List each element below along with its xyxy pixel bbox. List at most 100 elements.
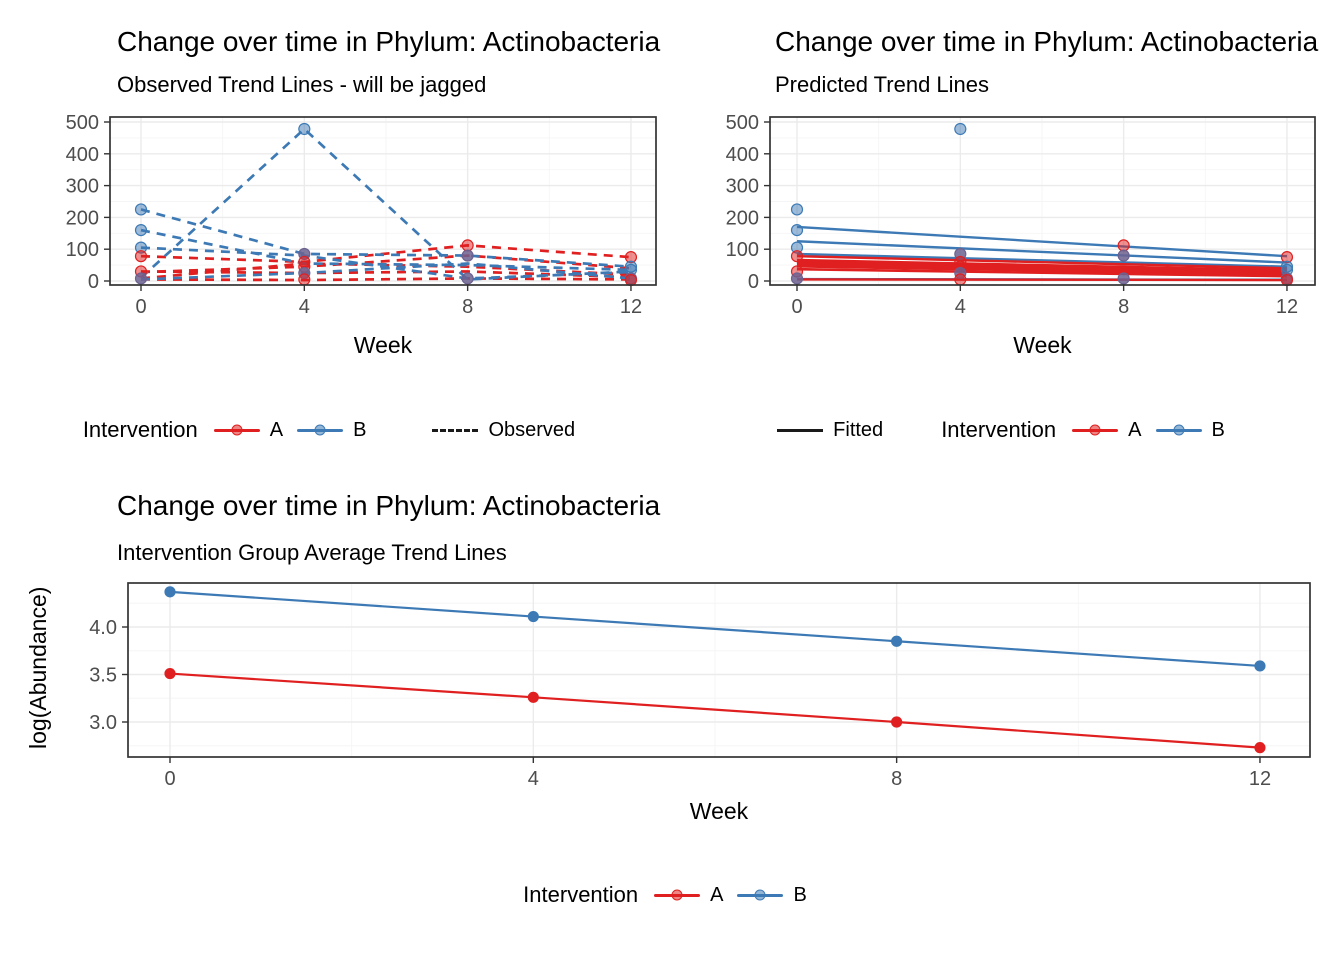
x-tick-label: 8	[1118, 296, 1129, 318]
trend-line-a	[169, 672, 1261, 749]
y-tick-label: 300	[726, 176, 759, 198]
data-point-b	[954, 122, 967, 136]
panel-border	[127, 582, 1311, 758]
legend-item-b: B	[737, 884, 807, 907]
legend-item-observed: Observed	[432, 419, 575, 442]
y-tick-label: 0	[88, 271, 99, 293]
observed-legend: Intervention A B Observed	[0, 402, 672, 458]
legend-label-fitted: Fitted	[833, 418, 884, 441]
predicted-x-axis-title: Week	[1013, 332, 1072, 358]
legend-item-a: A	[213, 418, 284, 442]
legend-item-a: A	[1072, 418, 1142, 442]
data-point-a	[134, 250, 148, 263]
trend-line-b	[140, 262, 632, 281]
y-tick-label: 200	[726, 207, 759, 229]
panel-border	[769, 116, 1316, 286]
data-point-a	[164, 667, 176, 680]
y-tick-label: 300	[66, 176, 99, 198]
predicted-plot-svg: 0 4 8 12 0 100 200 300 400 500	[726, 112, 1316, 318]
trend-line-a	[796, 267, 1287, 278]
data-point-a	[1280, 273, 1294, 287]
y-tick-label: 100	[66, 239, 99, 261]
x-tick-label: 4	[955, 296, 966, 318]
data-point-a	[527, 691, 539, 703]
observed-chart-title: Change over time in Phylum: Actinobacter…	[117, 26, 661, 57]
predicted-legend: Fitted Intervention A B	[672, 402, 1344, 458]
legend-label-a: A	[269, 418, 284, 441]
trend-line-a	[140, 277, 631, 282]
predicted-chart-title: Change over time in Phylum: Actinobacter…	[775, 26, 1319, 57]
legend-label-a: A	[710, 883, 724, 906]
y-tick-label: 4.0	[89, 617, 117, 639]
trend-line-b	[140, 208, 632, 269]
x-tick-label: 0	[791, 296, 802, 318]
trend-line-b	[796, 252, 1287, 268]
y-tick-label: 200	[66, 207, 99, 229]
data-point-ab	[790, 272, 804, 285]
y-tick-label: 100	[726, 239, 759, 261]
panel-border	[109, 116, 657, 286]
data-point-b	[891, 635, 903, 647]
trend-line-b	[169, 590, 1261, 668]
y-tick-label: 400	[726, 144, 759, 166]
legend-item-b: B	[297, 419, 366, 442]
x-tick-label: 12	[1276, 296, 1298, 318]
data-point-a	[954, 273, 967, 286]
data-point-a	[790, 250, 804, 263]
x-tick-label: 12	[620, 296, 642, 318]
solid-line-key-icon	[777, 428, 824, 432]
average-legend-title: Intervention	[523, 882, 639, 907]
x-tick-label: 4	[528, 768, 539, 790]
trend-line-a	[140, 270, 632, 279]
trend-line-b	[140, 228, 631, 272]
data-point-ab	[134, 272, 148, 285]
data-point-a	[624, 273, 638, 287]
data-point-ab	[1117, 272, 1130, 285]
data-point-a	[1254, 742, 1266, 754]
data-point-ab	[461, 272, 474, 285]
legend-item-a: A	[654, 884, 723, 907]
x-tick-label: 0	[135, 296, 146, 318]
data-point-b	[298, 122, 311, 136]
legend-label-observed: Observed	[488, 418, 576, 441]
x-tick-label: 0	[164, 768, 175, 790]
x-tick-label: 4	[299, 296, 310, 318]
data-point-ab	[1117, 249, 1130, 262]
x-tick-label: 8	[891, 768, 902, 790]
predicted-chart-subtitle: Predicted Trend Lines	[775, 72, 990, 97]
legend-label-b: B	[1211, 418, 1225, 441]
y-tick-label: 400	[66, 144, 99, 166]
data-point-a	[891, 716, 903, 728]
trend-line-a	[140, 254, 632, 274]
y-tick-label: 3.0	[89, 712, 117, 734]
legend-label-a: A	[1128, 418, 1142, 441]
average-plot-svg: 0 4 8 12 3.0 3.5 4.0	[89, 582, 1311, 790]
legend-item-fitted: Fitted	[777, 419, 883, 442]
average-x-axis-title: Week	[689, 798, 749, 824]
trend-line-a	[140, 244, 632, 264]
dashed-line-key-icon	[432, 428, 479, 432]
y-tick-label: 3.5	[89, 665, 117, 687]
data-point-a	[461, 239, 474, 252]
trend-line-a	[796, 264, 1287, 276]
y-tick-label: 500	[66, 112, 99, 134]
data-point-b	[527, 610, 539, 623]
data-point-b	[134, 224, 148, 237]
trend-line-a	[796, 254, 1287, 270]
observed-x-axis-title: Week	[353, 332, 413, 358]
legend-label-b: B	[353, 418, 367, 441]
observed-legend-title: Intervention	[82, 417, 198, 442]
x-tick-label: 12	[1249, 768, 1271, 790]
trend-line-b	[796, 240, 1288, 264]
data-point-b	[790, 203, 804, 216]
observed-chart-subtitle: Observed Trend Lines - will be jagged	[117, 72, 487, 97]
data-point-b	[1254, 660, 1266, 672]
data-point-b	[790, 224, 804, 237]
observed-plot-svg: 0 4 8 12 0 100 200 300 400 500	[66, 112, 657, 318]
average-legend: Intervention A B	[0, 870, 1344, 920]
trend-line-b	[796, 225, 1288, 258]
y-tick-label: 0	[748, 271, 759, 293]
average-chart-title: Change over time in Phylum: Actinobacter…	[117, 490, 661, 521]
data-point-a	[298, 273, 311, 286]
